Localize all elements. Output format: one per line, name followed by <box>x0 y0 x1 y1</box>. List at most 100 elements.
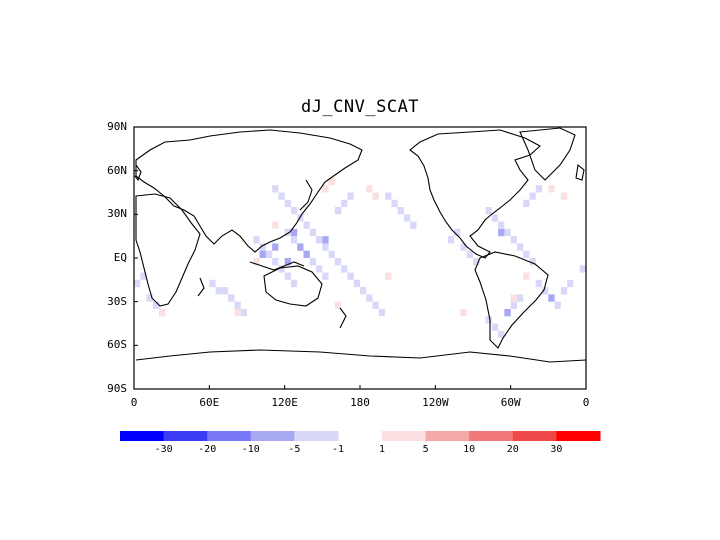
colorbar-swatch-0 <box>120 431 165 441</box>
cell-negative-8 <box>322 243 329 251</box>
colorbar-swatch-4 <box>294 431 339 441</box>
cell-negative-24 <box>322 272 329 280</box>
cell-negative-66 <box>146 294 153 302</box>
cell-negative-50 <box>560 287 568 295</box>
colorbar-swatch-8 <box>512 431 557 441</box>
cell-negative-69 <box>140 272 147 280</box>
cell-negative-77 <box>523 199 530 208</box>
cell-negative-37 <box>215 287 222 295</box>
lat-label-3: EQ <box>113 251 127 264</box>
cell-positive-0 <box>322 185 329 193</box>
cell-negative-18 <box>284 228 291 237</box>
lat-label-1: 60N <box>107 163 127 177</box>
cell-negative-2 <box>284 199 291 208</box>
lon-label-3: 180 <box>350 396 370 409</box>
cell-negative-46 <box>535 279 543 288</box>
cell-negative-10 <box>334 258 342 266</box>
colorbar-swatch-5 <box>382 431 427 441</box>
cell-negative-44 <box>523 250 530 258</box>
colorbar-swatch-7 <box>469 431 514 441</box>
cell-negative-27 <box>265 250 273 258</box>
cell-negative-35 <box>240 308 247 317</box>
cell-negative-13 <box>353 279 360 288</box>
cell-negative-72 <box>460 243 467 251</box>
cell-negative-34 <box>234 301 241 309</box>
cell-negative-57 <box>516 294 524 302</box>
cell-negative-28 <box>272 258 279 266</box>
cell-negative-52 <box>485 316 492 324</box>
colorbar-label-0: -30 <box>154 444 173 455</box>
lon-label-2: 120E <box>271 396 298 409</box>
cell-negative-59 <box>391 199 398 208</box>
cell-negative-58 <box>385 192 392 200</box>
colorbar-label-7: 10 <box>463 444 476 455</box>
cell-negative-64 <box>341 199 348 208</box>
cell-negative-11 <box>341 265 348 273</box>
cell-positive-13 <box>234 308 241 317</box>
lat-label-5: 60S <box>107 338 127 352</box>
cell-negative-4 <box>297 214 304 222</box>
cell-negative-43 <box>516 243 524 251</box>
cell-negative-strong-9 <box>259 250 266 258</box>
colorbar-label-4: -1 <box>331 444 345 455</box>
colorbar-label-3: -5 <box>288 444 301 455</box>
cell-negative-70 <box>134 279 141 288</box>
colorbar-swatch-6 <box>425 431 470 441</box>
cell-negative-39 <box>491 214 499 222</box>
colorbar-label-8: 20 <box>506 444 519 455</box>
cell-negative-38 <box>485 207 492 215</box>
cell-negative-41 <box>504 228 511 237</box>
colorbar-label-6: 5 <box>422 444 429 455</box>
coastline-africa <box>135 193 201 307</box>
cell-positive-9 <box>560 192 568 200</box>
cell-negative-strong-5 <box>322 236 329 244</box>
cell-negative-61 <box>403 214 411 222</box>
coastline-north-america <box>409 129 541 259</box>
cell-positive-14 <box>334 301 342 309</box>
cell-negative-36 <box>209 279 216 288</box>
map-title: dJ_CNV_SCAT <box>300 97 420 117</box>
colorbar-label-1: -20 <box>198 444 217 455</box>
cell-negative-strong-6 <box>498 228 505 237</box>
coastline-eurasia <box>135 129 363 253</box>
cell-negative-strong-7 <box>548 294 555 302</box>
coastline-japan <box>299 179 313 211</box>
cell-positive-8 <box>548 185 555 193</box>
cell-negative-12 <box>347 272 354 280</box>
cell-negative-63 <box>334 207 342 215</box>
lat-label-2: 30N <box>107 207 127 221</box>
cell-negative-strong-1 <box>303 250 310 258</box>
colorbar-label-9: 30 <box>550 444 563 455</box>
cell-negative-49 <box>554 301 561 309</box>
cell-positive-5 <box>253 258 260 266</box>
cell-negative-strong-3 <box>272 243 279 251</box>
cell-negative-0 <box>272 185 279 193</box>
coastline-antarctica <box>135 349 587 363</box>
coastline-greenland <box>519 127 576 181</box>
coastline-new-zealand <box>339 307 347 329</box>
cell-negative-67 <box>152 301 160 309</box>
lon-label-4: 120W <box>422 396 449 409</box>
cell-negative-74 <box>473 258 480 266</box>
cell-negative-3 <box>290 207 298 215</box>
colorbar-swatch-2 <box>207 431 252 441</box>
cell-negative-33 <box>228 294 235 302</box>
colorbar-label-2: -10 <box>241 444 260 455</box>
cell-negative-5 <box>303 221 310 229</box>
cell-negative-22 <box>309 258 317 266</box>
cell-positive-10 <box>159 308 166 317</box>
cell-negative-78 <box>529 192 536 200</box>
data-cells-layer <box>134 177 586 339</box>
coastline-uk-west <box>134 164 142 182</box>
cell-negative-73 <box>466 250 473 258</box>
cell-negative-54 <box>498 330 505 339</box>
coastline-uk <box>575 163 585 181</box>
axis-ticks <box>133 126 587 390</box>
colorbar-swatch-3 <box>250 431 295 441</box>
cell-negative-56 <box>510 301 517 309</box>
lat-label-0: 90N <box>107 120 127 133</box>
cell-positive-2 <box>366 185 373 193</box>
cell-negative-71 <box>579 265 586 273</box>
lon-label-0: 0 <box>130 396 138 409</box>
